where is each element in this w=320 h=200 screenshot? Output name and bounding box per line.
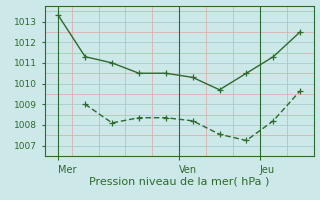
X-axis label: Pression niveau de la mer( hPa ): Pression niveau de la mer( hPa ) — [89, 176, 269, 186]
